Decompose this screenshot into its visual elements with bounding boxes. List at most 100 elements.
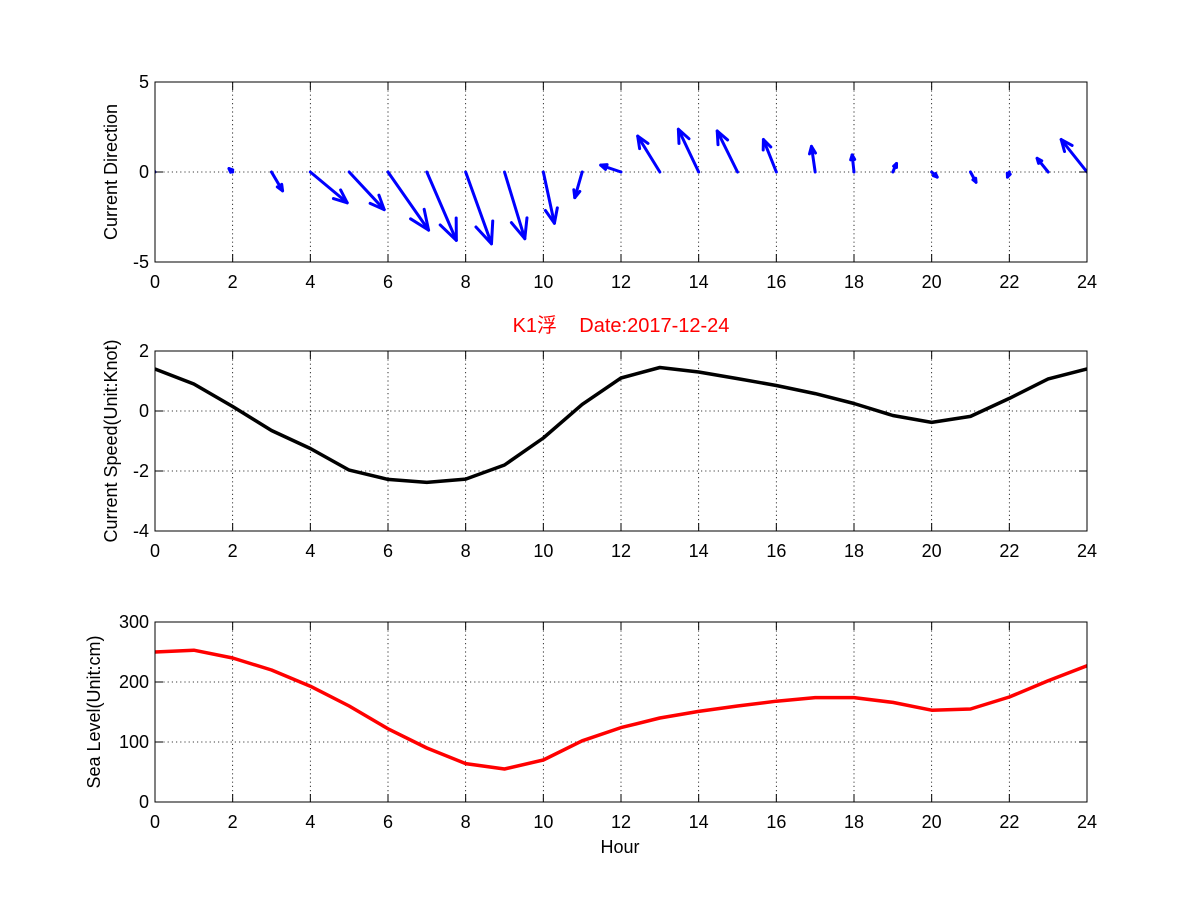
arrow-shaft [425,170,458,242]
arrow-shaft [1059,138,1087,174]
arrow-shaft [636,134,662,174]
y-tick-label: -4 [133,521,149,541]
arrow-head [931,171,939,179]
tick-marks [154,81,1088,263]
arrow-head [1035,156,1044,165]
x-tick-label: 10 [533,541,553,561]
quiver-arrow [849,153,857,174]
arrow-head [971,176,978,184]
quiver-arrow [347,170,386,212]
quiver-arrow [227,167,235,174]
x-tick-label: 18 [844,272,864,292]
x-tick-label: 20 [922,272,942,292]
x-tick-label: 12 [611,272,631,292]
arrow-head [849,153,857,162]
x-tick-labels: 0 2 4 6 8 10 12 14 16 18 20 22 24 [150,812,1097,832]
tick-marks [154,350,1088,532]
x-tick-label: 22 [999,812,1019,832]
series-line [155,648,1087,771]
x-tick-label: 14 [689,541,709,561]
arrow-head [572,188,582,200]
x-tick-label: 0 [150,812,160,832]
quiver-arrow [1005,170,1012,179]
quiver-arrow [808,144,817,174]
x-tick-labels: 0 2 4 6 8 10 12 14 16 18 20 22 24 [150,272,1097,292]
x-tick-label: 22 [999,272,1019,292]
arrow-shaft [308,170,349,205]
arrow-shaft [503,170,527,241]
arrow-head [227,167,235,174]
x-tick-label: 10 [533,812,553,832]
arrow-head [808,144,817,156]
arrow-head [474,219,495,246]
quiver-arrow [969,170,978,184]
arrow-head [368,193,386,212]
x-tick-label: 24 [1077,541,1097,561]
x-tick-label: 24 [1077,812,1097,832]
arrow-head [761,138,773,152]
quiver-arrow [572,170,584,200]
x-tick-label: 0 [150,272,160,292]
arrow-shaft [464,170,493,246]
quiver-arrow [425,170,458,242]
x-tick-label: 8 [461,812,471,832]
quiver-arrow [891,161,899,174]
grid-lines [155,622,1087,802]
arrow-shaft [809,144,817,174]
quiver-arrow [541,170,559,225]
quiver-arrow [715,129,739,174]
y-tick-label: 200 [119,672,149,692]
x-tick-label: 20 [922,812,942,832]
x-tick-label: 0 [150,541,160,561]
x-tick-label: 14 [689,812,709,832]
x-tick-label: 10 [533,272,553,292]
x-tick-label: 4 [305,272,315,292]
x-tick-label: 18 [844,812,864,832]
series-line [155,365,1087,485]
y-tick-label: 0 [139,792,149,812]
arrow-head [599,163,609,171]
y-tick-labels: -5 0 5 [133,72,149,272]
arrow-head [509,216,529,241]
x-tick-label: 6 [383,541,393,561]
arrow-head [438,216,458,242]
arrow-head [543,206,559,225]
x-tick-label: 6 [383,812,393,832]
quiver-arrow [464,170,495,246]
x-tick-label: 2 [228,272,238,292]
quiver-arrow [930,170,939,179]
quiver-arrow [636,134,662,174]
x-tick-label: 22 [999,541,1019,561]
plot-area [155,622,1087,802]
x-tick-label: 8 [461,541,471,561]
y-tick-label: 2 [139,341,149,361]
y-tick-label: 100 [119,732,149,752]
x-tick-label: 16 [766,812,786,832]
arrow-shaft [347,170,386,212]
quiver-arrow [308,170,349,205]
x-tick-label: 16 [766,272,786,292]
arrow-shaft [761,138,778,174]
quiver-arrows [137,127,1087,246]
y-tick-label: 5 [139,72,149,92]
arrow-head [331,188,349,205]
y-tick-label: 0 [139,162,149,182]
speed-series [155,365,1087,485]
arrow-head [636,134,650,151]
arrow-shaft [541,170,556,225]
arrow-shaft [386,170,431,232]
arrow-head [1005,171,1012,179]
y-tick-labels: -4 -2 0 2 [133,341,149,541]
x-tick-label: 18 [844,541,864,561]
arrow-head [275,182,285,193]
y-tick-label: 300 [119,612,149,632]
x-tick-label: 2 [228,812,238,832]
arrow-head [137,146,145,155]
x-tick-label: 4 [305,541,315,561]
arrow-head [892,161,899,169]
quiver-arrow [1035,156,1050,174]
x-tick-label: 2 [228,541,238,561]
arrow-head [409,207,431,232]
x-tick-label: 12 [611,812,631,832]
